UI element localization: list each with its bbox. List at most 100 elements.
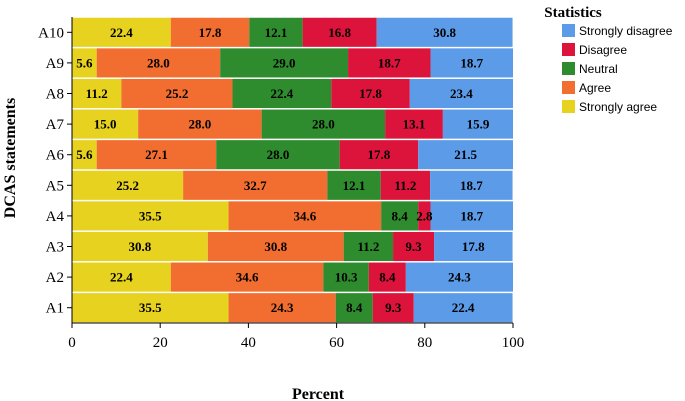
bar-segment-a4-strongly-disagree xyxy=(430,201,513,231)
data-label-a7-strongly-agree: 15.0 xyxy=(94,117,117,132)
data-label-a3-strongly-agree: 30.8 xyxy=(129,239,152,254)
data-label-a9-strongly-disagree: 18.7 xyxy=(460,55,483,70)
data-label-a10-disagree: 16.8 xyxy=(328,25,351,40)
x-tick-label: 100 xyxy=(502,335,525,351)
data-label-a10-neutral: 12.1 xyxy=(265,25,288,40)
bar-segment-a1-disagree xyxy=(372,293,414,323)
bar-segment-a2-neutral xyxy=(323,262,369,292)
bar-segment-a8-disagree xyxy=(331,78,410,109)
bar-segment-a10-strongly-disagree xyxy=(376,17,513,47)
bar-segment-a8-strongly-agree xyxy=(72,78,122,109)
x-tick-label: 20 xyxy=(153,335,168,351)
data-label-a7-agree: 28.0 xyxy=(189,117,212,132)
bar-segment-a5-agree xyxy=(183,170,328,200)
bar-segment-a3-strongly-agree xyxy=(72,231,208,262)
data-label-a5-strongly-disagree: 18.7 xyxy=(460,178,483,193)
data-label-a8-neutral: 22.4 xyxy=(271,86,294,101)
data-label-a7-neutral: 28.0 xyxy=(312,117,335,132)
data-label-a9-strongly-agree: 5.6 xyxy=(76,55,93,70)
legend-swatch-neutral xyxy=(562,62,575,75)
x-tick-label: 60 xyxy=(329,335,344,351)
bar-segment-a6-strongly-agree xyxy=(72,140,97,170)
legend-swatch-agree xyxy=(562,81,575,94)
data-label-a3-agree: 30.8 xyxy=(264,239,287,254)
bar-segment-a3-strongly-disagree xyxy=(434,231,513,262)
legend-title: Statistics xyxy=(544,5,602,21)
bar-segment-a4-strongly-agree xyxy=(72,201,229,231)
x-axis-title: Percent xyxy=(292,386,345,401)
data-label-a2-agree: 34.6 xyxy=(236,270,259,285)
bar-segment-a3-neutral xyxy=(343,231,394,262)
bar-segment-a6-disagree xyxy=(339,140,419,170)
bar-segment-a3-agree xyxy=(207,231,344,262)
data-label-a5-neutral: 12.1 xyxy=(343,178,366,193)
bar-segment-a7-strongly-agree xyxy=(72,109,139,139)
bar-segment-a7-strongly-disagree xyxy=(442,109,513,139)
data-label-a1-agree: 24.3 xyxy=(271,300,294,315)
legend-label-neutral: Neutral xyxy=(579,62,618,76)
data-label-a1-strongly-disagree: 22.4 xyxy=(452,300,475,315)
bar-segment-a9-agree xyxy=(96,48,221,78)
y-axis-title: DCAS statements xyxy=(2,98,19,218)
data-label-a6-strongly-agree: 5.6 xyxy=(76,147,93,162)
bar-segment-a10-agree xyxy=(170,17,250,47)
bar-segment-a9-strongly-disagree xyxy=(430,48,513,78)
bar-segment-a5-neutral xyxy=(327,170,381,200)
data-label-a7-strongly-disagree: 15.9 xyxy=(467,117,490,132)
data-label-a5-strongly-agree: 25.2 xyxy=(116,178,139,193)
segment-labels-layer: 22.4 17.8 12.1 16.8 30.8 5.6 28.0 29.0 18.7 18.7 1… xyxy=(76,25,490,315)
data-label-a3-strongly-disagree: 17.8 xyxy=(462,239,485,254)
data-label-a2-neutral: 10.3 xyxy=(335,270,358,285)
data-label-a5-disagree: 11.2 xyxy=(394,178,416,193)
data-label-a1-strongly-agree: 35.5 xyxy=(139,300,162,315)
data-label-a9-agree: 28.0 xyxy=(147,55,170,70)
bar-segment-a1-strongly-agree xyxy=(72,293,229,323)
y-tick-label: A8 xyxy=(46,87,64,103)
bar-segment-a4-agree xyxy=(228,201,382,231)
bar-segment-a9-neutral xyxy=(220,48,349,78)
bar-segment-a2-strongly-disagree xyxy=(405,262,513,292)
bar-segment-a7-disagree xyxy=(385,109,443,139)
bar-segment-a4-neutral xyxy=(381,201,419,231)
legend-swatch-disagree xyxy=(562,43,575,56)
data-label-a8-agree: 25.2 xyxy=(166,86,189,101)
bar-segment-a3-disagree xyxy=(393,231,435,262)
y-tick-label: A2 xyxy=(46,270,64,286)
y-tick-label: A9 xyxy=(46,56,64,72)
y-tick-label: A5 xyxy=(46,178,64,194)
bar-segment-a1-agree xyxy=(228,293,336,323)
bar-segment-a8-strongly-disagree xyxy=(409,78,513,109)
legend: Statistics Strongly disagree Disagree Neut… xyxy=(544,5,672,114)
data-label-a2-disagree: 8.4 xyxy=(379,270,396,285)
data-label-a10-strongly-agree: 22.4 xyxy=(110,25,133,40)
data-label-a6-agree: 27.1 xyxy=(145,147,168,162)
data-label-a9-neutral: 29.0 xyxy=(273,55,296,70)
data-label-a4-agree: 34.6 xyxy=(293,208,316,223)
legend-label-strongly-agree: Strongly agree xyxy=(579,100,657,114)
bars-layer xyxy=(72,17,513,323)
data-label-a7-disagree: 13.1 xyxy=(403,117,426,132)
data-label-a9-disagree: 18.7 xyxy=(378,55,401,70)
data-label-a6-disagree: 17.8 xyxy=(368,147,391,162)
data-label-a10-agree: 17.8 xyxy=(199,25,222,40)
y-tick-label: A4 xyxy=(46,209,65,225)
bar-segment-a2-agree xyxy=(170,262,324,292)
bar-segment-a6-strongly-disagree xyxy=(418,140,513,170)
x-tick-label: 80 xyxy=(417,335,432,351)
bar-segment-a2-disagree xyxy=(368,262,406,292)
data-label-a1-neutral: 8.4 xyxy=(346,300,363,315)
legend-label-strongly-disagree: Strongly disagree xyxy=(579,24,673,38)
bar-segment-a5-disagree xyxy=(380,170,431,200)
data-label-a10-strongly-disagree: 30.8 xyxy=(433,25,456,40)
data-label-a5-agree: 32.7 xyxy=(244,178,267,193)
y-tick-label: A6 xyxy=(46,148,65,164)
y-tick-label: A7 xyxy=(46,117,65,133)
bar-segment-a10-strongly-agree xyxy=(72,17,171,47)
bar-segment-a9-disagree xyxy=(348,48,431,78)
legend-label-agree: Agree xyxy=(579,81,611,95)
bar-segment-a1-strongly-disagree xyxy=(413,293,513,323)
y-tick-label: A10 xyxy=(38,25,64,41)
bar-segment-a8-neutral xyxy=(232,78,332,109)
bar-segment-a5-strongly-disagree xyxy=(430,170,513,200)
bar-segment-a8-agree xyxy=(121,78,233,109)
